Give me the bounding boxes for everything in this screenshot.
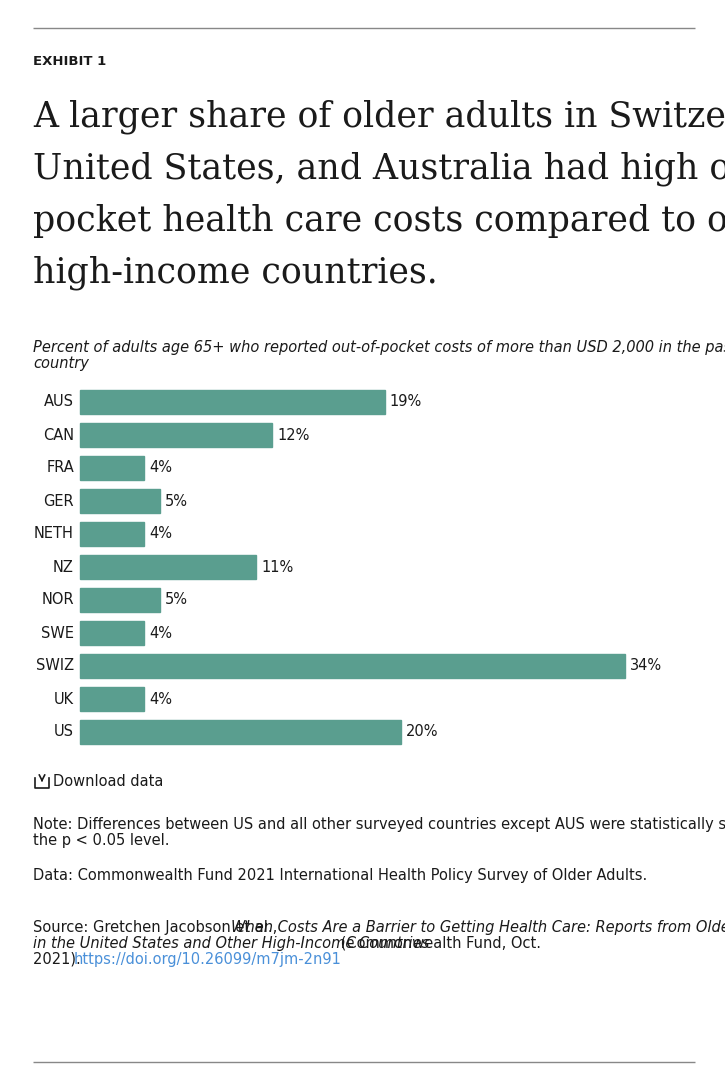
Text: EXHIBIT 1: EXHIBIT 1 — [33, 55, 107, 68]
Text: 34%: 34% — [630, 658, 662, 673]
Bar — [80, 390, 384, 414]
Text: Note: Differences between US and all other surveyed countries except AUS were st: Note: Differences between US and all oth… — [33, 817, 725, 833]
Text: UK: UK — [54, 692, 74, 707]
Text: 12%: 12% — [278, 427, 310, 442]
Bar — [80, 489, 160, 513]
Bar — [80, 555, 257, 579]
Text: 19%: 19% — [389, 395, 422, 410]
Text: Download data: Download data — [53, 774, 163, 789]
Text: (Commonwealth Fund, Oct.: (Commonwealth Fund, Oct. — [336, 935, 541, 951]
Text: 4%: 4% — [149, 625, 172, 641]
Text: Source: Gretchen Jacobson et al.,: Source: Gretchen Jacobson et al., — [33, 920, 282, 935]
Text: 4%: 4% — [149, 692, 172, 707]
Text: CAN: CAN — [43, 427, 74, 442]
Text: NZ: NZ — [53, 559, 74, 575]
Text: pocket health care costs compared to other: pocket health care costs compared to oth… — [33, 204, 725, 238]
Bar — [80, 588, 160, 612]
Bar — [80, 423, 273, 447]
Text: high-income countries.: high-income countries. — [33, 256, 438, 291]
Text: 11%: 11% — [261, 559, 294, 575]
Bar — [80, 720, 401, 744]
Bar — [80, 522, 144, 546]
Text: 20%: 20% — [405, 724, 438, 739]
Text: AUS: AUS — [44, 395, 74, 410]
Bar — [80, 621, 144, 645]
Text: 5%: 5% — [165, 593, 188, 607]
Text: United States, and Australia had high out-of-: United States, and Australia had high ou… — [33, 152, 725, 186]
Text: in the United States and Other High-Income Countries: in the United States and Other High-Inco… — [33, 935, 429, 951]
Text: 4%: 4% — [149, 461, 172, 476]
Text: Percent of adults age 65+ who reported out-of-pocket costs of more than USD 2,00: Percent of adults age 65+ who reported o… — [33, 340, 725, 354]
Text: A larger share of older adults in Switzerland, the: A larger share of older adults in Switze… — [33, 100, 725, 134]
Text: 2021).: 2021). — [33, 952, 86, 967]
Bar — [80, 687, 144, 711]
Text: US: US — [54, 724, 74, 739]
Text: 4%: 4% — [149, 527, 172, 542]
Text: When Costs Are a Barrier to Getting Health Care: Reports from Older Adults: When Costs Are a Barrier to Getting Heal… — [231, 920, 725, 935]
Text: country: country — [33, 356, 89, 371]
Text: https://doi.org/10.26099/m7jm-2n91: https://doi.org/10.26099/m7jm-2n91 — [74, 952, 341, 967]
Bar — [80, 456, 144, 480]
Text: NOR: NOR — [41, 593, 74, 607]
Text: SWE: SWE — [41, 625, 74, 641]
Text: Data: Commonwealth Fund 2021 International Health Policy Survey of Older Adults.: Data: Commonwealth Fund 2021 Internation… — [33, 868, 647, 883]
Text: FRA: FRA — [46, 461, 74, 476]
Bar — [80, 654, 625, 678]
Text: 5%: 5% — [165, 493, 188, 508]
Text: GER: GER — [44, 493, 74, 508]
Text: the p < 0.05 level.: the p < 0.05 level. — [33, 833, 170, 848]
Text: NETH: NETH — [34, 527, 74, 542]
Text: SWIZ: SWIZ — [36, 658, 74, 673]
